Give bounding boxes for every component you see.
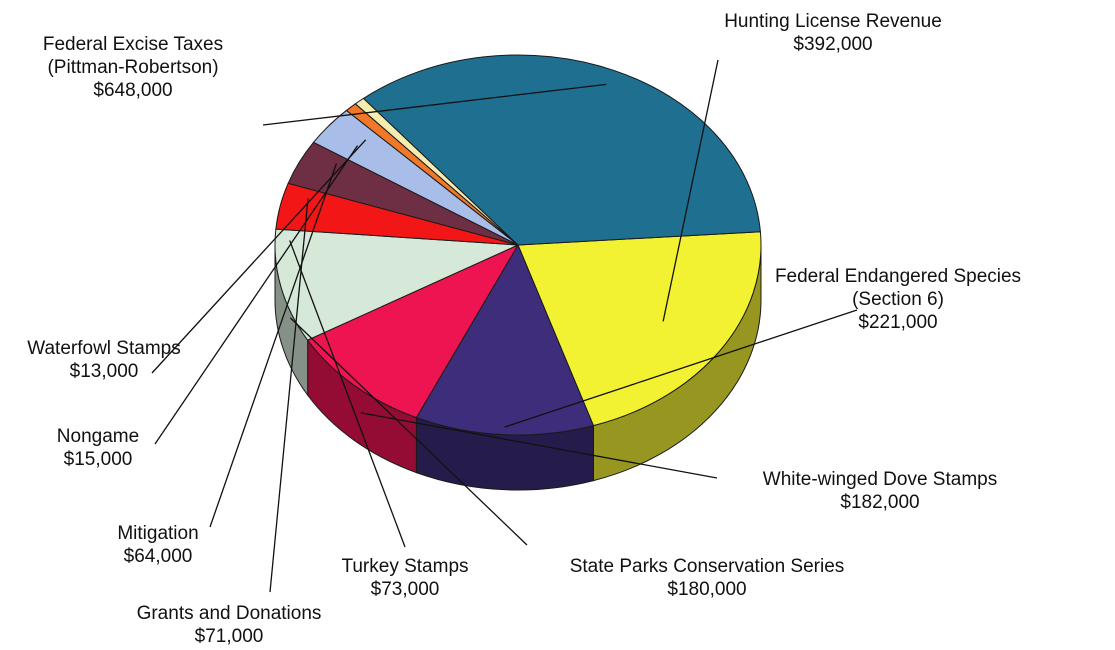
pie-slice bbox=[362, 54, 761, 246]
leader-line bbox=[662, 59, 719, 322]
pie-slice bbox=[306, 243, 520, 419]
slice-name-label: Grants and Donations bbox=[137, 603, 322, 624]
slice-value-label: $221,000 bbox=[858, 312, 937, 333]
slice-name-label: (Section 6) bbox=[852, 289, 944, 310]
slice-value-label: $182,000 bbox=[840, 492, 919, 513]
slice-name-label: Nongame bbox=[57, 426, 139, 447]
slice-name-label: Waterfowl Stamps bbox=[27, 338, 180, 359]
slice-name-label: Mitigation bbox=[117, 523, 198, 544]
pie-slice bbox=[517, 231, 762, 427]
leader-line bbox=[262, 83, 607, 126]
leader-line bbox=[209, 163, 338, 528]
leader-line bbox=[360, 412, 718, 479]
slice-value-label: $648,000 bbox=[93, 80, 172, 101]
leader-line bbox=[289, 317, 528, 546]
pie-labels: Hunting License Revenue$392,000 Federal E… bbox=[27, 11, 1021, 647]
pie-slice bbox=[415, 243, 595, 436]
slice-value-label: $392,000 bbox=[793, 34, 872, 55]
slice-name-label: State Parks Conservation Series bbox=[570, 556, 845, 577]
leader-line bbox=[151, 139, 367, 374]
leader-line bbox=[504, 309, 858, 428]
slice-name-label: (Pittman-Robertson) bbox=[47, 57, 218, 78]
slice-name-label: Turkey Stamps bbox=[341, 556, 468, 577]
pie-slice bbox=[274, 228, 519, 341]
slice-value-label: $15,000 bbox=[64, 449, 133, 470]
leader-line bbox=[289, 240, 406, 548]
slice-value-label: $13,000 bbox=[70, 361, 139, 382]
slice-value-label: $71,000 bbox=[195, 626, 264, 647]
pie-slices bbox=[274, 54, 762, 436]
slice-value-label: $180,000 bbox=[667, 579, 746, 600]
slice-value-label: $73,000 bbox=[371, 579, 440, 600]
slice-name-label: Hunting License Revenue bbox=[724, 11, 942, 32]
slice-name-label: White-winged Dove Stamps bbox=[763, 469, 997, 490]
slice-name-label: Federal Excise Taxes bbox=[43, 34, 223, 55]
leader-line bbox=[154, 145, 359, 445]
slice-name-label: Federal Endangered Species bbox=[775, 266, 1021, 287]
slice-value-label: $64,000 bbox=[124, 546, 193, 567]
